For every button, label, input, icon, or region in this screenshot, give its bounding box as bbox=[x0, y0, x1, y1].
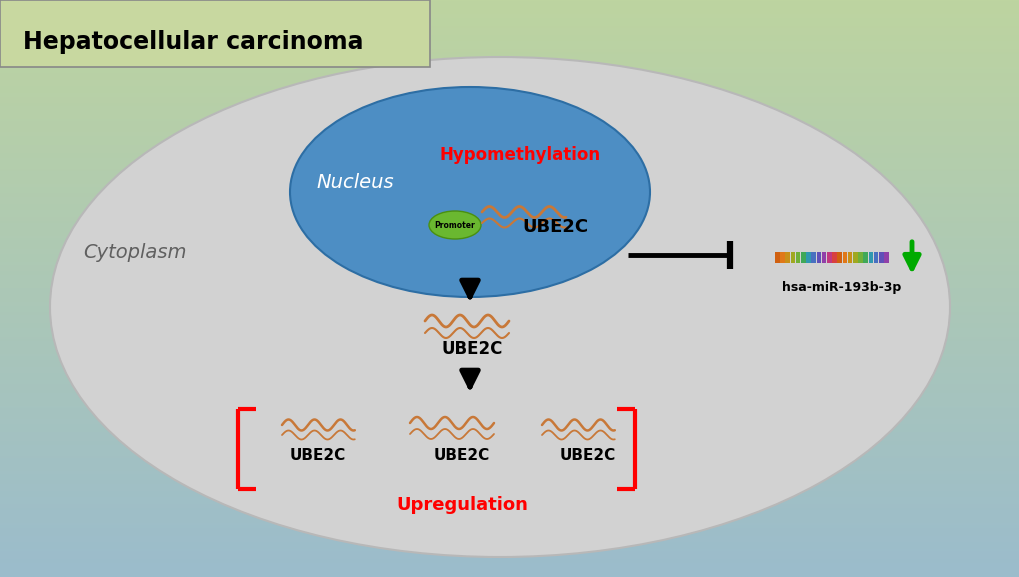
Bar bbox=[852, 252, 857, 263]
Bar bbox=[837, 252, 841, 263]
Text: Cytoplasm: Cytoplasm bbox=[84, 242, 186, 261]
Bar bbox=[780, 252, 784, 263]
Bar bbox=[832, 252, 836, 263]
Bar bbox=[821, 252, 825, 263]
Text: UBE2C: UBE2C bbox=[522, 218, 588, 236]
Text: UBE2C: UBE2C bbox=[559, 448, 615, 463]
Text: Hypomethylation: Hypomethylation bbox=[439, 146, 600, 164]
Bar bbox=[883, 252, 888, 263]
Bar bbox=[862, 252, 867, 263]
Bar bbox=[790, 252, 795, 263]
Bar bbox=[857, 252, 862, 263]
Bar bbox=[774, 252, 779, 263]
Text: Nucleus: Nucleus bbox=[316, 173, 393, 192]
Bar bbox=[842, 252, 847, 263]
Bar bbox=[816, 252, 820, 263]
FancyBboxPatch shape bbox=[0, 0, 430, 67]
Bar bbox=[847, 252, 852, 263]
Ellipse shape bbox=[50, 57, 949, 557]
Bar bbox=[868, 252, 872, 263]
Text: Hepatocellular carcinoma: Hepatocellular carcinoma bbox=[23, 30, 363, 54]
Text: UBE2C: UBE2C bbox=[441, 340, 502, 358]
Bar bbox=[800, 252, 805, 263]
Text: Upregulation: Upregulation bbox=[395, 496, 528, 514]
Bar bbox=[810, 252, 815, 263]
Text: UBE2C: UBE2C bbox=[289, 448, 345, 463]
Ellipse shape bbox=[289, 87, 649, 297]
Text: UBE2C: UBE2C bbox=[433, 448, 490, 463]
Ellipse shape bbox=[429, 211, 481, 239]
Bar bbox=[878, 252, 882, 263]
Bar bbox=[805, 252, 810, 263]
Bar bbox=[826, 252, 830, 263]
Bar bbox=[795, 252, 800, 263]
Bar bbox=[785, 252, 789, 263]
Text: hsa-miR-193b-3p: hsa-miR-193b-3p bbox=[782, 281, 901, 294]
Bar bbox=[873, 252, 877, 263]
Text: Promoter: Promoter bbox=[434, 220, 475, 230]
